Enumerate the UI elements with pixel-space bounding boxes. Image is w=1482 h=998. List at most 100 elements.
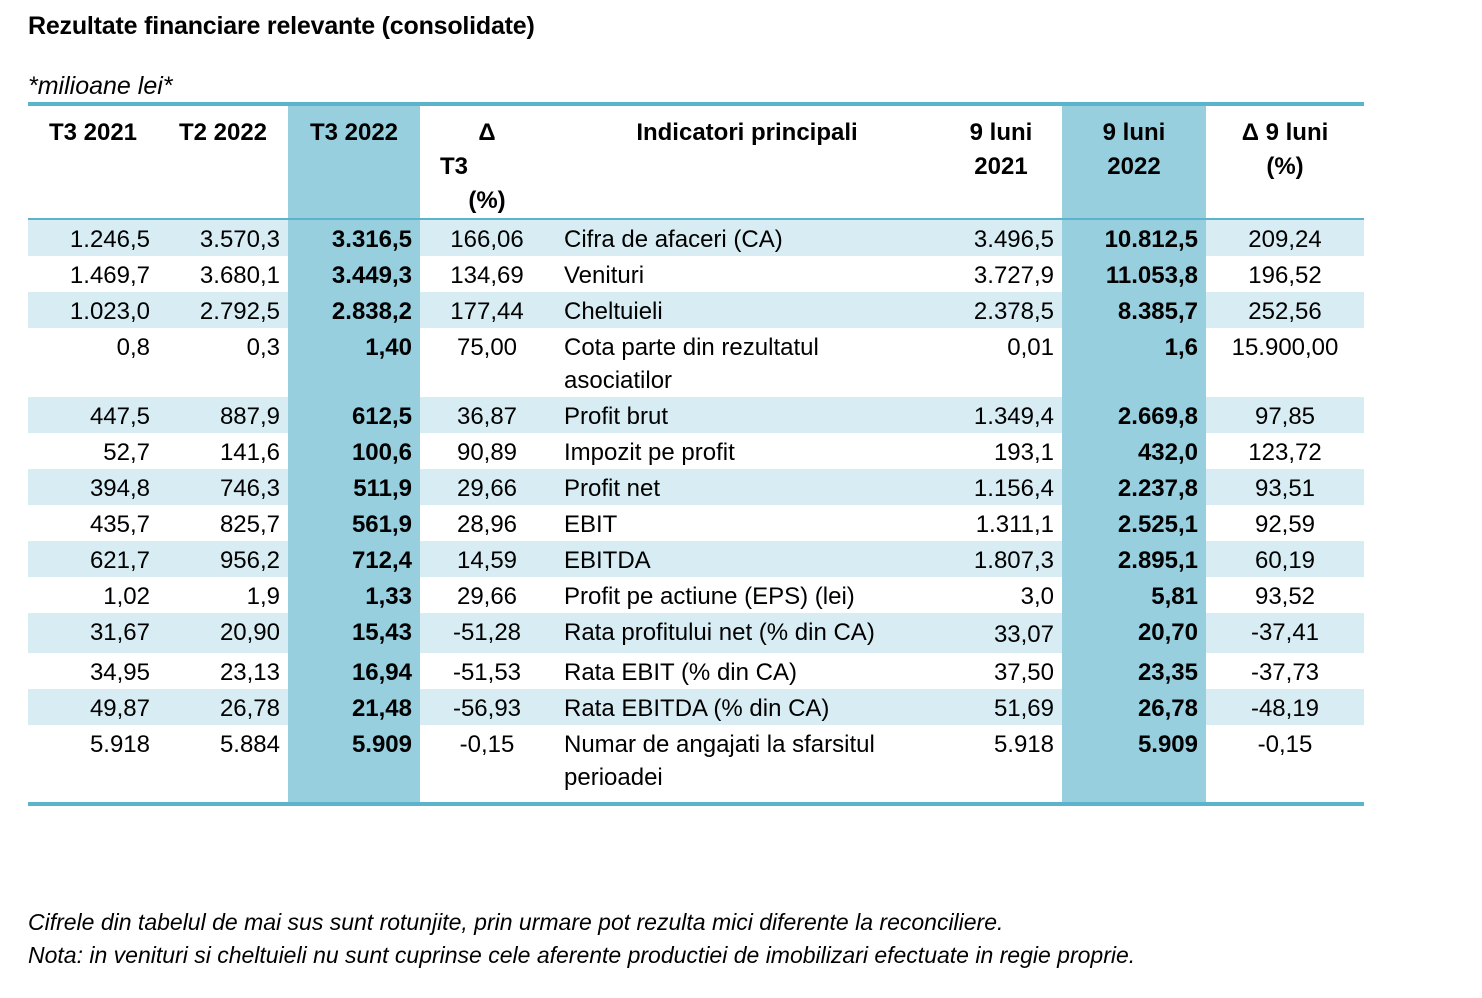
table-row: 52,7 141,6 100,6 90,89 Impozit pe profit 193,… xyxy=(28,433,1364,469)
cell-indicator: Profit net xyxy=(554,469,940,505)
cell-t3-2022: 561,9 xyxy=(288,505,420,541)
cell-t3-2022: 1,40 xyxy=(288,328,420,397)
table-row: 34,95 23,13 16,94 -51,53 Rata EBIT (% din CA… xyxy=(28,653,1364,689)
cell-9luni-2022: 5.909 xyxy=(1062,725,1206,802)
cell-t2-2022: 956,2 xyxy=(158,541,288,577)
cell-delta-t3: 14,59 xyxy=(420,541,554,577)
cell-delta-t3: -51,53 xyxy=(452,659,522,686)
cell-t2-2022: 1,9 xyxy=(246,583,280,610)
header-t3-2021-line: T3 2021 xyxy=(48,119,138,146)
cell-9luni-2021: 3,0 xyxy=(1020,583,1054,610)
header-t2-2022-line: T2 2022 xyxy=(178,119,268,146)
cell-indicator: EBITDA xyxy=(554,541,940,577)
cell-9luni-2021: 1.311,1 xyxy=(975,511,1054,538)
cell-delta-9luni: 196,52 xyxy=(1248,262,1322,289)
cell-indicator: Cheltuieli xyxy=(554,292,940,328)
cell-9luni-2021: 37,50 xyxy=(993,659,1054,686)
table-row: 5.918 5.884 5.909 -0,15 Numar de angajati la… xyxy=(28,725,1364,802)
cell-9luni-2022: 432,0 xyxy=(1062,433,1206,469)
cell-9luni-2022: 8.385,7 xyxy=(1062,292,1206,328)
table-row: 394,8 746,3 511,9 29,66 Profit net 1.156,4 2.2… xyxy=(28,469,1364,505)
header-delta-t3: Δ T3 (%) xyxy=(420,106,554,219)
cell-9luni-2022: 2.895,1 xyxy=(1062,541,1206,577)
cell-delta-9luni: -48,19 xyxy=(1206,689,1364,725)
cell-t3-2021: 621,7 xyxy=(28,541,158,577)
cell-9luni-2022: 2.669,8 xyxy=(1062,397,1206,433)
cell-t3-2021: 447,5 xyxy=(28,397,158,433)
cell-delta-t3: -56,93 xyxy=(420,689,554,725)
header-t3-2022: T3 2022 xyxy=(288,106,420,219)
cell-delta-9luni: 209,24 xyxy=(1206,219,1364,256)
cell-t3-2021: 1.246,5 xyxy=(28,219,158,256)
cell-t2-2022: 825,7 xyxy=(219,511,280,538)
header-t3-2022-line: T3 2022 xyxy=(309,119,399,146)
cell-t2-2022: 20,90 xyxy=(158,613,288,653)
table-bottom-rule xyxy=(28,802,1364,806)
table-row: 435,7 825,7 561,9 28,96 EBIT 1.311,1 2.525,1 92… xyxy=(28,505,1364,541)
cell-t2-2022: 141,6 xyxy=(219,439,280,466)
cell-t3-2021: 34,95 xyxy=(89,659,150,686)
header-delta-9luni: Δ 9 luni (%) xyxy=(1206,106,1364,219)
cell-t3-2021: 394,8 xyxy=(28,469,158,505)
cell-t3-2021: 0,8 xyxy=(116,334,150,361)
cell-t3-2021: 1.469,7 xyxy=(69,262,150,289)
table-row: 1.246,5 3.570,3 3.316,5 166,06 Cifra de afac… xyxy=(28,219,1364,256)
cell-9luni-2022: 5,81 xyxy=(1062,577,1206,613)
cell-indicator: Cota parte din rezultatul asociatilor xyxy=(564,334,819,394)
cell-t2-2022: 3.680,1 xyxy=(199,262,280,289)
cell-t3-2022: 3.449,3 xyxy=(288,256,420,292)
cell-9luni-2021: 5.918 xyxy=(993,731,1054,758)
cell-delta-9luni: -37,41 xyxy=(1206,613,1364,653)
cell-delta-t3: -51,28 xyxy=(420,613,554,653)
cell-t3-2021: 52,7 xyxy=(103,439,150,466)
header-9luni-2021-line-2: 2021 xyxy=(974,153,1028,180)
cell-9luni-2021: 51,69 xyxy=(940,689,1062,725)
cell-delta-9luni: 60,19 xyxy=(1206,541,1364,577)
cell-9luni-2021: 193,1 xyxy=(993,439,1054,466)
cell-t2-2022: 26,78 xyxy=(158,689,288,725)
table-row: 1,02 1,9 1,33 29,66 Profit pe actiune (EPS) … xyxy=(28,577,1364,613)
cell-9luni-2022: 23,35 xyxy=(1062,653,1206,689)
cell-t3-2021: 49,87 xyxy=(28,689,158,725)
cell-t3-2022: 15,43 xyxy=(288,613,420,653)
cell-delta-9luni: -0,15 xyxy=(1257,731,1313,758)
cell-indicator: Rata EBIT (% din CA) xyxy=(564,659,797,686)
header-delta-t3-line-1: Δ xyxy=(478,119,496,146)
cell-t3-2022: 16,94 xyxy=(288,653,420,689)
cell-delta-t3: 28,96 xyxy=(456,511,518,538)
cell-indicator: Numar de angajati la sfarsitul perioadei xyxy=(564,731,875,791)
table-row: 1.469,7 3.680,1 3.449,3 134,69 Venituri 3.727… xyxy=(28,256,1364,292)
cell-delta-t3: 90,89 xyxy=(456,439,518,466)
cell-t3-2022: 612,5 xyxy=(288,397,420,433)
cell-delta-9luni: 97,85 xyxy=(1206,397,1364,433)
header-indicator-line: Indicatori principali xyxy=(636,119,858,146)
cell-delta-9luni: -37,73 xyxy=(1250,659,1320,686)
cell-delta-9luni: 92,59 xyxy=(1254,511,1316,538)
cell-delta-9luni: 15.900,00 xyxy=(1231,334,1339,361)
header-t3-2021: T3 2021 xyxy=(28,106,158,219)
cell-t2-2022: 3.570,3 xyxy=(158,219,288,256)
cell-delta-t3: 36,87 xyxy=(420,397,554,433)
cell-t3-2021: 5.918 xyxy=(89,731,150,758)
cell-delta-9luni: 93,51 xyxy=(1206,469,1364,505)
cell-9luni-2022: 2.525,1 xyxy=(1062,505,1206,541)
cell-indicator: EBIT xyxy=(564,511,618,538)
cell-t3-2022: 3.316,5 xyxy=(288,219,420,256)
footnote-rounding: Cifrele din tabelul de mai sus sunt rotu… xyxy=(28,909,1004,935)
cell-9luni-2022: 11.053,8 xyxy=(1062,256,1206,292)
cell-t3-2022: 511,9 xyxy=(288,469,420,505)
header-t2-2022: T2 2022 xyxy=(158,106,288,219)
cell-delta-t3: 29,66 xyxy=(456,583,518,610)
header-9luni-2022: 9 luni 2022 xyxy=(1062,106,1206,219)
table-top-rule xyxy=(28,102,1364,106)
cell-9luni-2021: 33,07 xyxy=(940,613,1062,653)
cell-9luni-2021: 0,01 xyxy=(1007,334,1054,361)
cell-delta-t3: 177,44 xyxy=(420,292,554,328)
cell-t3-2021: 31,67 xyxy=(28,613,158,653)
cell-delta-t3: -0,15 xyxy=(459,731,515,758)
table-row: 1.023,0 2.792,5 2.838,2 177,44 Cheltuieli 2.3… xyxy=(28,292,1364,328)
cell-9luni-2021: 1.807,3 xyxy=(940,541,1062,577)
cell-delta-t3: 166,06 xyxy=(420,219,554,256)
cell-9luni-2021: 1.156,4 xyxy=(940,469,1062,505)
cell-t2-2022: 0,3 xyxy=(246,334,280,361)
